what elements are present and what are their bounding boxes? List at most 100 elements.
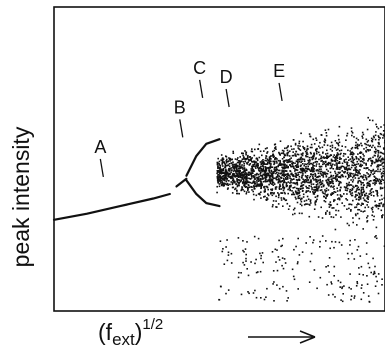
scatter-point bbox=[254, 165, 256, 168]
scatter-point bbox=[245, 169, 248, 172]
scatter-point bbox=[250, 175, 253, 178]
scatter-point bbox=[303, 200, 306, 202]
scatter-point bbox=[288, 186, 291, 188]
scatter-point bbox=[233, 166, 236, 169]
scatter-point bbox=[380, 209, 383, 212]
scatter-point bbox=[349, 244, 351, 246]
scatter-point bbox=[216, 161, 219, 164]
scatter-point bbox=[291, 162, 293, 165]
scatter-point bbox=[292, 193, 295, 195]
scatter-point bbox=[353, 169, 355, 171]
scatter-point bbox=[375, 237, 378, 240]
scatter-point bbox=[380, 160, 382, 163]
scatter-point bbox=[216, 179, 219, 182]
scatter-point bbox=[335, 175, 337, 177]
scatter-point bbox=[360, 142, 362, 145]
scatter-point bbox=[381, 178, 383, 180]
scatter-point bbox=[244, 150, 246, 152]
scatter-point bbox=[381, 175, 384, 177]
scatter-point bbox=[220, 180, 223, 182]
scatter-point bbox=[242, 171, 245, 174]
scatter-point bbox=[379, 199, 381, 201]
scatter-point bbox=[374, 152, 377, 154]
scatter-point bbox=[216, 170, 219, 172]
scatter-point bbox=[320, 189, 323, 191]
scatter-point bbox=[379, 182, 381, 185]
scatter-point bbox=[271, 189, 273, 192]
scatter-point bbox=[291, 174, 294, 176]
scatter-point bbox=[357, 245, 360, 248]
scatter-point bbox=[337, 279, 340, 282]
scatter-point bbox=[230, 262, 233, 264]
scatter-point bbox=[338, 166, 341, 169]
scatter-point bbox=[271, 194, 274, 197]
scatter-point bbox=[242, 249, 244, 252]
scatter-point bbox=[312, 193, 315, 195]
scatter-point bbox=[295, 164, 298, 166]
x-axis-label-close: ) bbox=[135, 319, 143, 345]
scatter-point bbox=[264, 177, 266, 180]
scatter-point bbox=[269, 166, 271, 169]
scatter-point bbox=[239, 162, 241, 165]
scatter-point bbox=[318, 163, 320, 165]
scatter-point bbox=[300, 153, 303, 155]
scatter-point bbox=[309, 159, 311, 161]
scatter-point bbox=[228, 173, 231, 176]
scatter-point bbox=[281, 169, 283, 172]
scatter-point bbox=[246, 268, 248, 270]
scatter-point bbox=[314, 178, 317, 180]
scatter-point bbox=[329, 145, 332, 147]
scatter-point bbox=[267, 161, 269, 164]
scatter-point bbox=[261, 154, 263, 157]
scatter-point bbox=[372, 257, 374, 260]
scatter-point bbox=[373, 195, 375, 197]
scatter-point bbox=[365, 138, 368, 141]
scatter-point bbox=[358, 165, 361, 167]
scatter-point bbox=[338, 182, 341, 185]
scatter-point bbox=[377, 164, 380, 166]
scatter-point bbox=[264, 159, 266, 162]
scatter-point bbox=[280, 172, 283, 175]
scatter-point bbox=[317, 179, 320, 182]
scatter-point bbox=[340, 152, 342, 155]
annotation-layer: ABC D E bbox=[94, 58, 285, 178]
scatter-point bbox=[322, 192, 325, 195]
scatter-point bbox=[285, 290, 288, 292]
plot-frame bbox=[53, 6, 385, 312]
scatter-point bbox=[289, 189, 291, 192]
scatter-point bbox=[328, 181, 330, 183]
scatter-point bbox=[328, 206, 331, 208]
scatter-point bbox=[302, 193, 305, 196]
scatter-point bbox=[382, 152, 384, 155]
scatter-point bbox=[278, 239, 280, 242]
scatter-point bbox=[263, 169, 266, 172]
scatter-point bbox=[239, 167, 242, 169]
scatter-point bbox=[239, 173, 241, 175]
scatter-point bbox=[305, 176, 308, 178]
scatter-point bbox=[283, 175, 285, 177]
scatter-point bbox=[237, 160, 240, 162]
scatter-point bbox=[243, 190, 246, 193]
scatter-point bbox=[315, 188, 317, 191]
scatter-point bbox=[231, 182, 234, 184]
scatter-point bbox=[358, 209, 361, 211]
scatter-point bbox=[243, 181, 246, 184]
scatter-point bbox=[357, 192, 360, 194]
scatter-point bbox=[308, 181, 310, 184]
scatter-point bbox=[346, 208, 348, 210]
scatter-point bbox=[338, 241, 341, 244]
scatter-point bbox=[332, 156, 335, 158]
scatter-point bbox=[275, 200, 277, 202]
scatter-point bbox=[341, 165, 344, 168]
scatter-point bbox=[255, 180, 258, 182]
scatter-point bbox=[272, 200, 275, 202]
scatter-point bbox=[301, 181, 304, 183]
scatter-point bbox=[303, 169, 306, 171]
scatter-point bbox=[356, 160, 359, 163]
scatter-point bbox=[238, 182, 240, 184]
scatter-point bbox=[361, 177, 364, 179]
scatter-point bbox=[226, 172, 228, 175]
scatter-point bbox=[379, 188, 382, 190]
scatter-point bbox=[350, 179, 352, 181]
scatter-point bbox=[383, 141, 385, 144]
